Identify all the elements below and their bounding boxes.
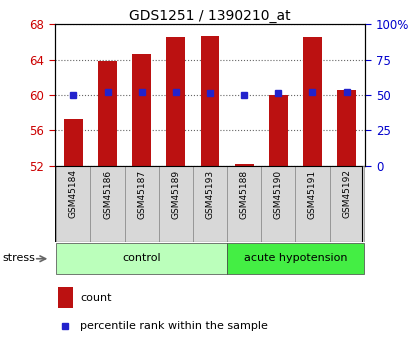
Bar xyxy=(159,166,193,242)
Bar xyxy=(193,166,227,242)
Bar xyxy=(132,54,151,166)
Text: control: control xyxy=(122,253,161,263)
Bar xyxy=(64,119,83,166)
Bar xyxy=(58,287,73,308)
Text: GSM45186: GSM45186 xyxy=(103,169,112,218)
Bar xyxy=(227,243,364,274)
Text: GSM45192: GSM45192 xyxy=(342,169,351,218)
Text: acute hypotension: acute hypotension xyxy=(244,253,347,263)
Bar xyxy=(125,166,159,242)
Bar xyxy=(227,166,261,242)
Text: GSM45191: GSM45191 xyxy=(308,169,317,218)
Bar xyxy=(337,90,356,166)
Bar xyxy=(330,166,364,242)
Bar xyxy=(56,243,227,274)
Bar xyxy=(90,166,125,242)
Text: GSM45190: GSM45190 xyxy=(274,169,283,218)
Bar xyxy=(201,36,219,166)
Bar xyxy=(303,37,322,166)
Text: GSM45189: GSM45189 xyxy=(171,169,180,218)
Text: GSM45187: GSM45187 xyxy=(137,169,146,218)
Text: percentile rank within the sample: percentile rank within the sample xyxy=(80,321,268,331)
Bar xyxy=(269,95,288,166)
Bar xyxy=(98,61,117,166)
Text: GSM45188: GSM45188 xyxy=(240,169,249,218)
Bar xyxy=(295,166,330,242)
Text: stress: stress xyxy=(2,253,35,263)
Text: GSM45184: GSM45184 xyxy=(69,169,78,218)
Text: count: count xyxy=(80,293,112,303)
Text: GDS1251 / 1390210_at: GDS1251 / 1390210_at xyxy=(129,9,291,23)
Bar xyxy=(166,37,185,166)
Bar xyxy=(56,166,90,242)
Bar xyxy=(261,166,295,242)
Text: GSM45193: GSM45193 xyxy=(205,169,215,218)
Bar xyxy=(235,164,254,166)
